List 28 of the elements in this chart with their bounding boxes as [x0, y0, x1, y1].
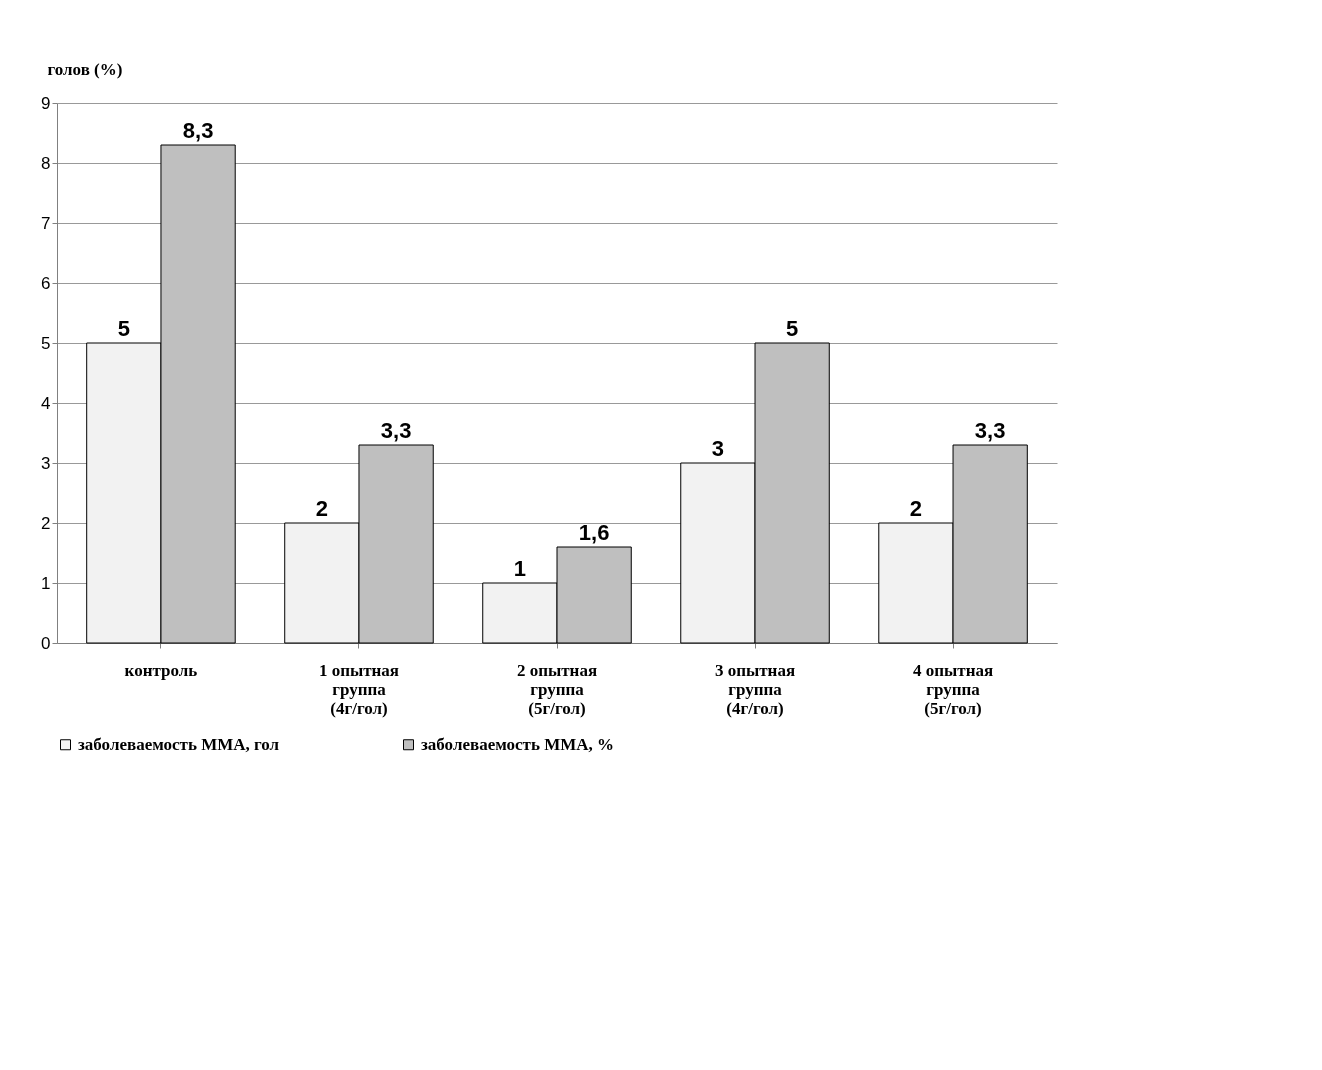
data-label: 3,3	[974, 418, 1006, 443]
x-tick-label: контроль	[124, 660, 198, 680]
y-tick-label: 9	[41, 93, 51, 113]
y-axis-title: голов (%)	[47, 59, 123, 79]
data-label: 3	[711, 436, 725, 461]
y-tick-label: 8	[41, 153, 51, 173]
y-tick-label: 0	[41, 633, 51, 653]
data-label: 8,3	[182, 118, 214, 143]
x-tick-label: 4 опытная группа (5г/гол)	[912, 660, 994, 718]
x-tick-label: 2 опытная группа (5г/гол)	[516, 660, 598, 718]
y-tick-label: 2	[41, 513, 51, 533]
data-label: 3,3	[380, 418, 412, 443]
y-tick-label: 5	[41, 333, 51, 353]
y-tick-label: 1	[41, 573, 51, 593]
legend-label: заболеваемость ММА, гол	[78, 734, 280, 754]
y-tick-label: 7	[41, 213, 51, 233]
data-label: 2	[315, 496, 328, 521]
data-label: 1	[513, 556, 526, 581]
data-label: 5	[117, 316, 130, 341]
data-label: 2	[909, 496, 923, 521]
y-tick-label: 4	[41, 393, 51, 413]
y-tick-label: 6	[41, 273, 51, 293]
data-label: 1,6	[578, 520, 610, 545]
y-tick-label: 3	[41, 453, 51, 473]
x-tick-label: 3 опытная группа (4г/гол)	[714, 660, 796, 718]
data-label: 5	[786, 316, 799, 341]
legend-label: заболеваемость ММА, %	[421, 734, 615, 754]
x-tick-label: 1 опытная группа (4г/гол)	[318, 660, 400, 718]
